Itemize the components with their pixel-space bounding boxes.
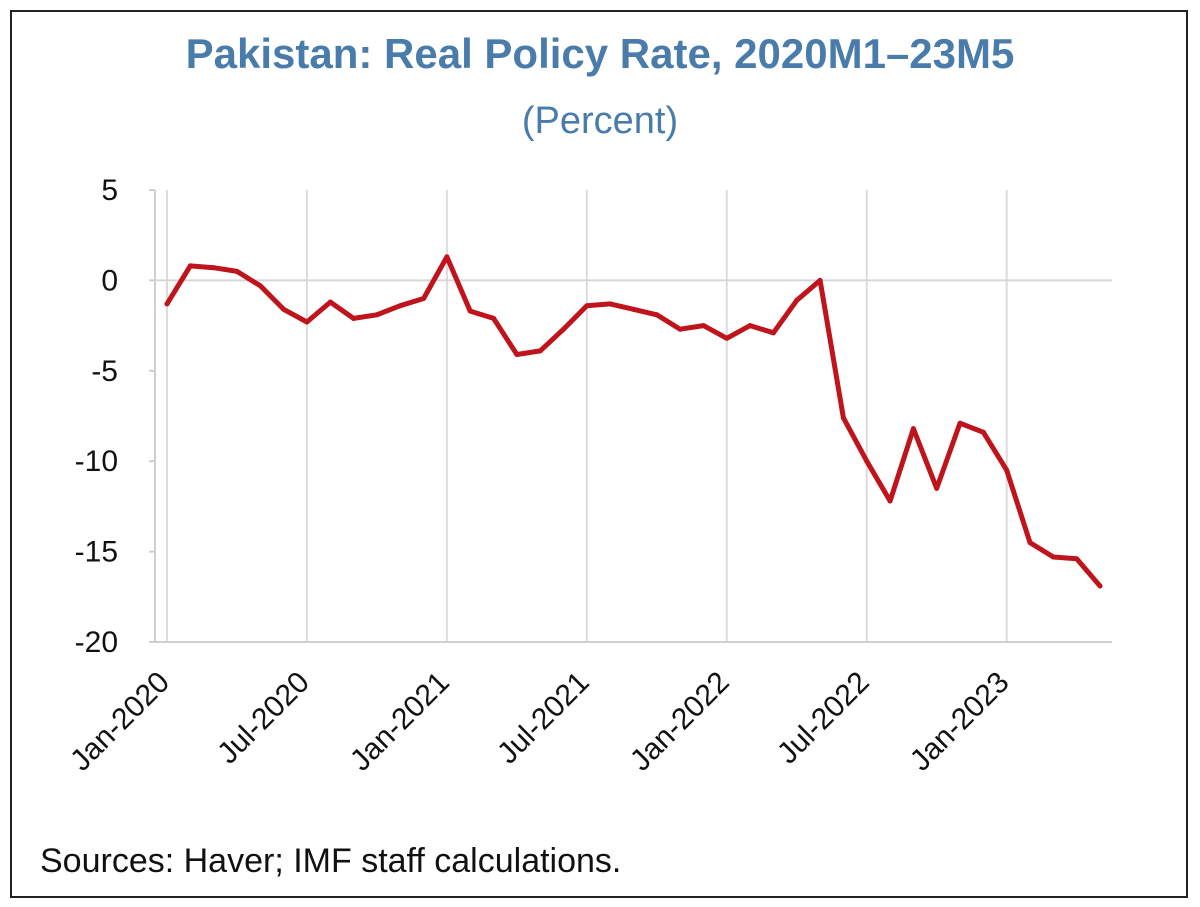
axes	[154, 190, 1112, 643]
y-tick-label: 5	[101, 174, 118, 207]
data-point	[910, 426, 916, 432]
data-point	[864, 458, 870, 464]
data-point	[1004, 467, 1010, 473]
data-point	[770, 330, 776, 336]
data-point	[467, 308, 473, 314]
x-tick-label: Jan-2023	[904, 666, 1016, 778]
data-point	[887, 498, 893, 504]
data-point	[397, 303, 403, 309]
x-axis-ticks: Jan-2020 Jul-2020 Jan-2021 Jul-2021 Jan-2022…	[64, 666, 1016, 778]
data-point	[234, 268, 240, 274]
data-point	[164, 301, 170, 307]
x-tick-label: Jul-2021	[491, 666, 596, 771]
data-point	[444, 254, 450, 260]
series-group	[164, 254, 1103, 589]
data-point	[747, 323, 753, 329]
data-point	[1027, 540, 1033, 546]
data-point	[281, 306, 287, 312]
data-point	[794, 297, 800, 303]
y-tick-label: -20	[75, 626, 118, 659]
data-point	[607, 301, 613, 307]
data-point	[514, 352, 520, 358]
x-tick-label: Jan-2022	[624, 666, 736, 778]
source-note: Sources: Haver; IMF staff calculations.	[40, 842, 622, 880]
y-tick-label: -15	[75, 536, 118, 569]
data-point	[561, 326, 567, 332]
data-point	[421, 295, 427, 301]
data-point	[934, 485, 940, 491]
data-point	[257, 283, 263, 289]
data-point	[491, 315, 497, 321]
y-tick-label: -10	[75, 445, 118, 478]
data-point	[700, 323, 706, 329]
y-tick-label: 0	[101, 264, 118, 297]
data-point	[957, 420, 963, 426]
data-point	[1074, 556, 1080, 562]
data-point	[584, 303, 590, 309]
x-tick-label: Jul-2020	[211, 666, 316, 771]
grid-lines	[166, 190, 1008, 642]
x-tick-label: Jul-2022	[771, 666, 876, 771]
data-point	[724, 335, 730, 341]
data-point	[1050, 554, 1056, 560]
x-tick-label: Jan-2020	[64, 666, 176, 778]
data-point	[211, 265, 217, 271]
data-point	[631, 306, 636, 312]
data-point	[654, 312, 660, 318]
data-point	[817, 277, 823, 283]
y-axis-ticks: 5 0 -5 -10 -15 -20	[75, 174, 155, 659]
y-tick-label: -5	[91, 355, 118, 388]
chart-subtitle: (Percent)	[521, 100, 679, 142]
data-point	[351, 315, 357, 321]
chart-frame	[10, 10, 1188, 898]
data-point	[677, 326, 683, 332]
x-tick-label: Jan-2021	[344, 666, 456, 778]
data-point	[374, 312, 380, 318]
chart-title: Pakistan: Real Policy Rate, 2020M1–23M5	[185, 30, 1015, 77]
data-point	[1097, 583, 1103, 589]
data-point	[327, 299, 333, 305]
data-point	[187, 263, 193, 269]
data-point	[304, 319, 310, 325]
data-point	[980, 429, 986, 435]
data-point	[840, 415, 846, 421]
data-point	[537, 348, 543, 354]
